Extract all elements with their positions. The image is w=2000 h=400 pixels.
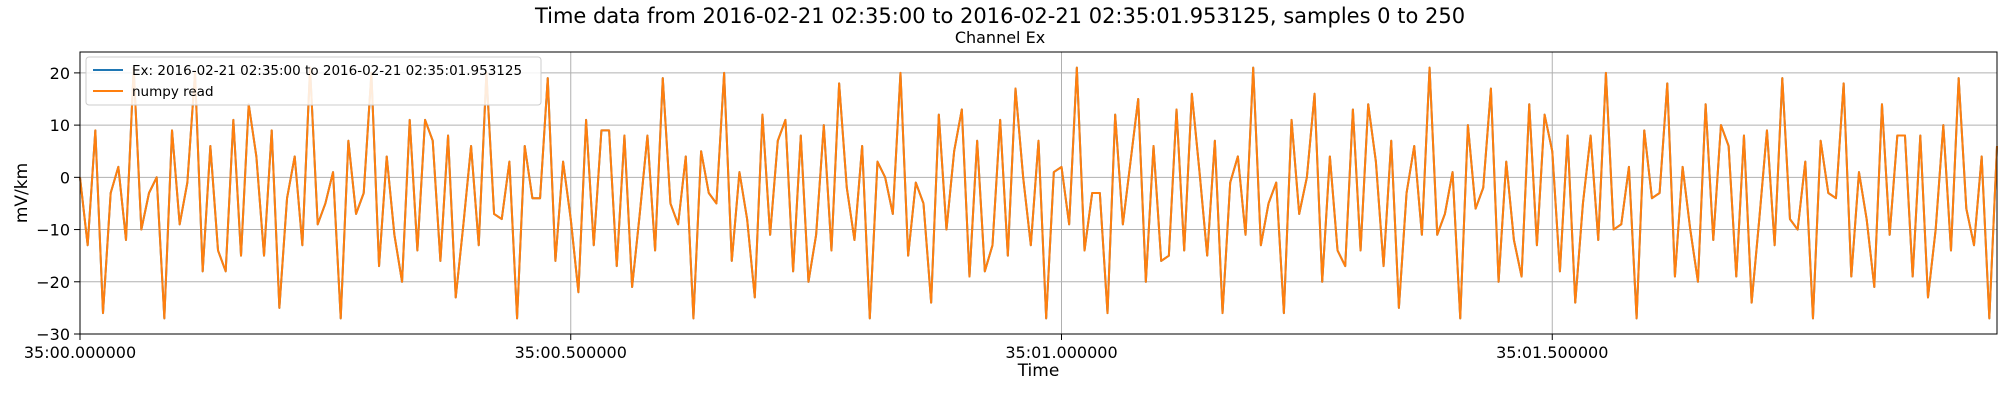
y-tick-label: −10 [36,221,70,240]
x-tick-label: 35:01.500000 [1496,343,1608,362]
x-tick-label: 35:01.000000 [1005,343,1117,362]
y-tick-label: 0 [60,168,70,187]
legend-box [85,56,542,106]
x-tick-label: 35:00.500000 [515,343,627,362]
legend: Ex: 2016-02-21 02:35:00 to 2016-02-21 02… [85,56,542,106]
y-tick-label: 10 [50,116,70,135]
series-layer [79,66,1998,320]
y-tick-label: −30 [36,325,70,344]
y-tick-label: −20 [36,273,70,292]
x-axis-label: Time [1017,361,1060,381]
plot-frame [79,51,1998,335]
legend-entry-numpy-read: numpy read [132,84,214,100]
series-line-numpy-read [79,66,1998,320]
y-tick-label: 20 [50,64,70,83]
y-axis-label: mV/km [12,163,32,223]
x-tick-label: 35:00.000000 [24,343,136,362]
chart-title: Time data from 2016-02-21 02:35:00 to 20… [534,4,1466,28]
chart-subtitle: Channel Ex [954,28,1046,47]
legend-entry-ex: Ex: 2016-02-21 02:35:00 to 2016-02-21 02… [132,63,522,79]
